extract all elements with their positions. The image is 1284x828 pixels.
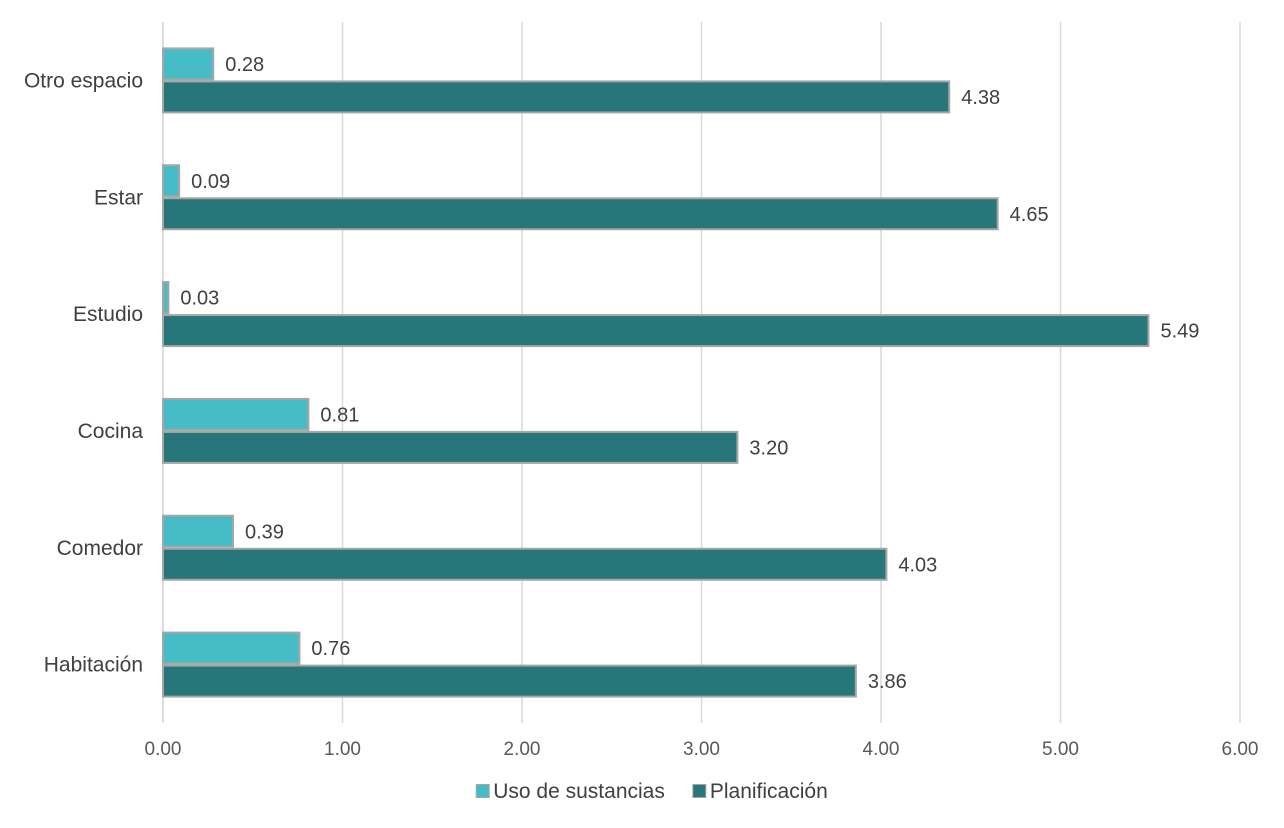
bar-planificacion <box>162 547 888 581</box>
bars <box>162 47 1150 698</box>
legend-label: Planificación <box>710 780 828 803</box>
data-label: 3.86 <box>868 671 907 693</box>
bar-uso-de-sustancias <box>162 47 215 81</box>
legend-swatch <box>475 784 490 798</box>
category-label: Otro espacio <box>24 69 143 92</box>
data-label: 0.28 <box>225 54 264 76</box>
data-label: 0.09 <box>191 171 230 193</box>
legend-label: Uso de sustancias <box>493 780 665 803</box>
legend-swatch <box>692 784 707 798</box>
bar-uso-de-sustancias <box>162 281 170 315</box>
bar-uso-de-sustancias <box>162 514 235 548</box>
x-tick-label: 4.00 <box>863 739 900 760</box>
x-tick-label: 5.00 <box>1042 739 1079 760</box>
category-label: Comedor <box>57 537 143 560</box>
x-tick-label: 3.00 <box>683 739 720 760</box>
data-label: 0.81 <box>320 404 359 426</box>
data-label: 0.03 <box>180 288 219 310</box>
bar-planificacion <box>162 430 739 464</box>
bar-planificacion <box>162 80 951 114</box>
labels: 0.00 1.00 2.00 3.00 4.00 5.00 6.00 Otro espacio… <box>24 54 1259 760</box>
x-tick-label: 1.00 <box>324 739 361 760</box>
category-label: Habitación <box>44 654 143 677</box>
data-label: 4.38 <box>961 87 1000 109</box>
category-label: Estudio <box>73 303 143 326</box>
x-tick-label: 0.00 <box>145 739 182 760</box>
bar-uso-de-sustancias <box>162 164 181 198</box>
category-label: Cocina <box>78 420 144 443</box>
data-label: 0.39 <box>245 521 284 543</box>
x-tick-label: 6.00 <box>1222 739 1259 760</box>
x-tick-label: 2.00 <box>504 739 541 760</box>
category-label: Estar <box>94 186 143 209</box>
data-label: 4.65 <box>1010 204 1049 226</box>
bar-uso-de-sustancias <box>162 397 310 431</box>
data-label: 4.03 <box>898 554 937 576</box>
data-label: 5.49 <box>1160 321 1199 343</box>
legend: Uso de sustancias Planificación <box>475 780 828 803</box>
bar-planificacion <box>162 314 1150 348</box>
bar-uso-de-sustancias <box>162 631 301 665</box>
grid <box>162 22 1241 723</box>
data-label: 3.20 <box>749 437 788 459</box>
bar-planificacion <box>162 197 999 231</box>
data-label: 0.76 <box>311 638 350 660</box>
bar-planificacion <box>162 664 857 698</box>
